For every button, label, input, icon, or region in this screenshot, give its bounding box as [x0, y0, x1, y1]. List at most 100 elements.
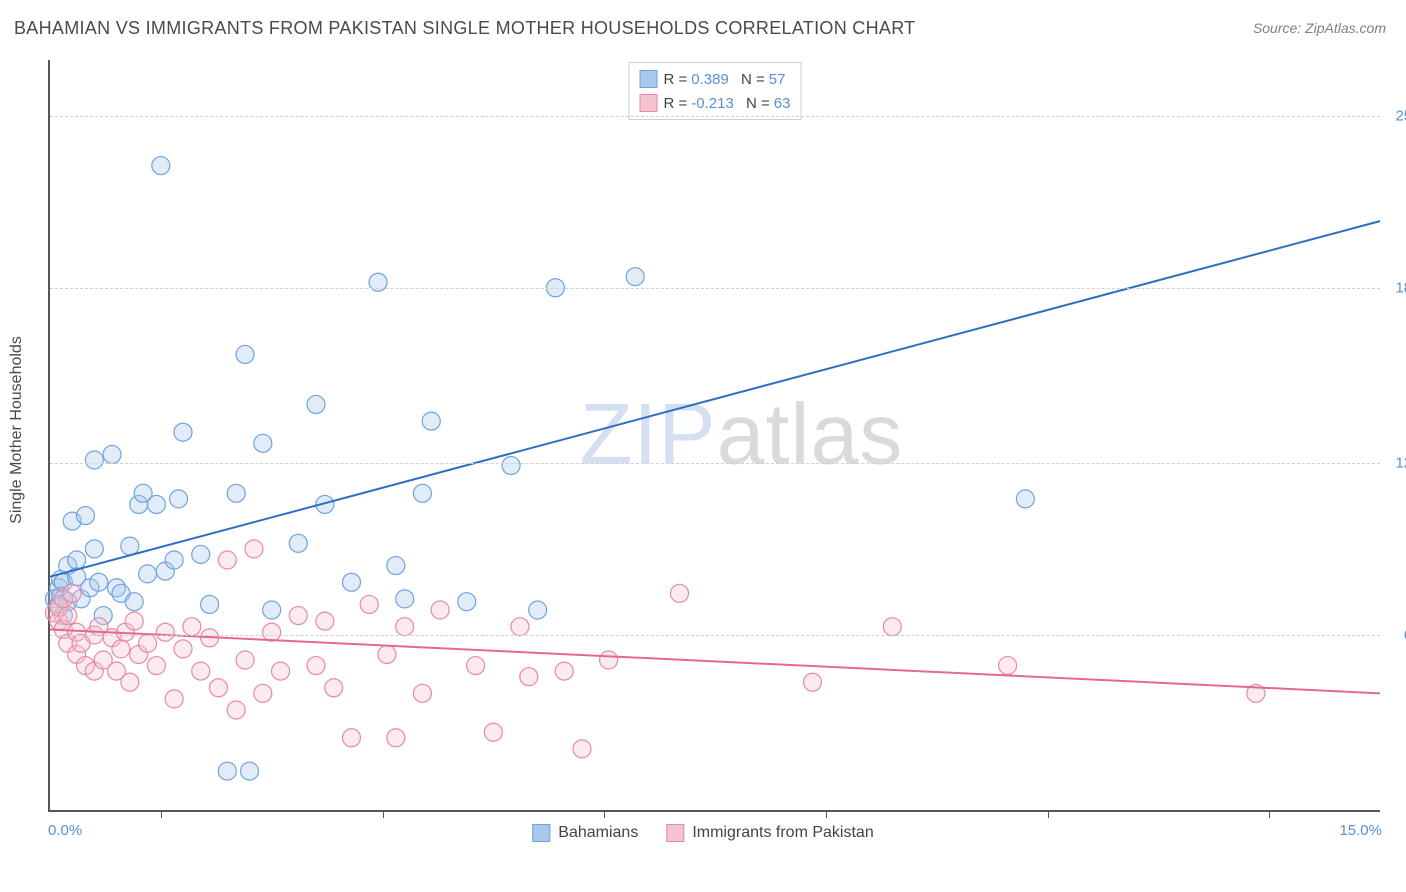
x-tick: [1048, 810, 1049, 818]
scatter-point-pakistan: [272, 662, 290, 680]
scatter-point-pakistan: [218, 551, 236, 569]
scatter-point-bahamians: [289, 534, 307, 552]
scatter-point-pakistan: [147, 657, 165, 675]
legend-row-bahamians: R = 0.389 N = 57: [640, 67, 791, 91]
y-tick-label: 12.5%: [1388, 454, 1406, 471]
bottom-label-bahamians: Bahamians: [558, 824, 638, 842]
regression-line-bahamians: [50, 221, 1380, 577]
scatter-point-bahamians: [76, 507, 94, 525]
scatter-point-pakistan: [573, 740, 591, 758]
scatter-point-bahamians: [241, 762, 259, 780]
scatter-point-pakistan: [484, 723, 502, 741]
y-tick-label: 25.0%: [1388, 107, 1406, 124]
scatter-point-bahamians: [68, 551, 86, 569]
scatter-point-pakistan: [342, 729, 360, 747]
scatter-point-pakistan: [165, 690, 183, 708]
chart-container: BAHAMIAN VS IMMIGRANTS FROM PAKISTAN SIN…: [0, 0, 1406, 892]
scatter-point-pakistan: [600, 651, 618, 669]
scatter-point-bahamians: [165, 551, 183, 569]
scatter-point-bahamians: [458, 593, 476, 611]
scatter-point-pakistan: [511, 618, 529, 636]
gridline: [50, 635, 1380, 636]
legend-text-pakistan: R = -0.213 N = 63: [664, 95, 791, 112]
legend-swatch-pakistan: [640, 94, 658, 112]
legend-swatch-bahamians: [640, 70, 658, 88]
bottom-legend: Bahamians Immigrants from Pakistan: [532, 824, 873, 842]
scatter-point-pakistan: [192, 662, 210, 680]
x-tick: [383, 810, 384, 818]
scatter-point-pakistan: [360, 595, 378, 613]
y-tick-label: 6.3%: [1388, 627, 1406, 644]
scatter-point-pakistan: [520, 668, 538, 686]
scatter-point-bahamians: [529, 601, 547, 619]
scatter-point-bahamians: [85, 451, 103, 469]
scatter-point-pakistan: [555, 662, 573, 680]
scatter-point-pakistan: [156, 623, 174, 641]
scatter-point-bahamians: [121, 537, 139, 555]
scatter-point-bahamians: [174, 423, 192, 441]
scatter-point-pakistan: [387, 729, 405, 747]
chart-svg: [50, 60, 1380, 810]
scatter-point-bahamians: [263, 601, 281, 619]
scatter-point-bahamians: [236, 345, 254, 363]
scatter-point-pakistan: [245, 540, 263, 558]
x-tick: [1269, 810, 1270, 818]
scatter-point-bahamians: [147, 495, 165, 513]
bottom-swatch-pakistan: [666, 824, 684, 842]
gridline: [50, 463, 1380, 464]
scatter-point-bahamians: [201, 595, 219, 613]
scatter-point-pakistan: [63, 584, 81, 602]
bottom-legend-bahamians: Bahamians: [532, 824, 638, 842]
scatter-point-pakistan: [121, 673, 139, 691]
source-attribution: Source: ZipAtlas.com: [1253, 20, 1386, 36]
x-tick: [604, 810, 605, 818]
scatter-point-bahamians: [125, 593, 143, 611]
scatter-point-pakistan: [671, 584, 689, 602]
scatter-point-pakistan: [125, 612, 143, 630]
scatter-point-pakistan: [263, 623, 281, 641]
scatter-point-bahamians: [192, 545, 210, 563]
correlation-legend: R = 0.389 N = 57 R = -0.213 N = 63: [629, 62, 802, 120]
scatter-point-pakistan: [325, 679, 343, 697]
scatter-point-pakistan: [254, 684, 272, 702]
scatter-point-bahamians: [170, 490, 188, 508]
scatter-point-bahamians: [218, 762, 236, 780]
scatter-point-bahamians: [152, 157, 170, 175]
scatter-point-pakistan: [999, 657, 1017, 675]
scatter-point-pakistan: [236, 651, 254, 669]
scatter-point-bahamians: [502, 457, 520, 475]
gridline: [50, 288, 1380, 289]
chart-title: BAHAMIAN VS IMMIGRANTS FROM PAKISTAN SIN…: [14, 18, 915, 39]
x-tick: [161, 810, 162, 818]
scatter-point-bahamians: [139, 565, 157, 583]
scatter-point-bahamians: [103, 445, 121, 463]
plot-area: ZIPatlas R = 0.389 N = 57 R = -0.213: [48, 60, 1380, 812]
scatter-point-pakistan: [289, 607, 307, 625]
scatter-point-pakistan: [139, 634, 157, 652]
y-tick-label: 18.8%: [1388, 279, 1406, 296]
scatter-point-bahamians: [307, 395, 325, 413]
scatter-point-pakistan: [227, 701, 245, 719]
scatter-point-bahamians: [422, 412, 440, 430]
scatter-point-pakistan: [183, 618, 201, 636]
legend-text-bahamians: R = 0.389 N = 57: [664, 71, 786, 88]
x-axis-max-label: 15.0%: [1339, 822, 1382, 839]
scatter-point-bahamians: [342, 573, 360, 591]
scatter-point-bahamians: [85, 540, 103, 558]
scatter-point-bahamians: [626, 268, 644, 286]
x-axis-min-label: 0.0%: [48, 822, 82, 839]
scatter-point-pakistan: [804, 673, 822, 691]
bottom-legend-pakistan: Immigrants from Pakistan: [666, 824, 873, 842]
x-tick: [826, 810, 827, 818]
scatter-point-pakistan: [413, 684, 431, 702]
gridline: [50, 116, 1380, 117]
scatter-point-pakistan: [316, 612, 334, 630]
scatter-point-pakistan: [467, 657, 485, 675]
scatter-point-pakistan: [59, 607, 77, 625]
scatter-point-bahamians: [396, 590, 414, 608]
scatter-point-pakistan: [174, 640, 192, 658]
scatter-point-bahamians: [413, 484, 431, 502]
bottom-label-pakistan: Immigrants from Pakistan: [692, 824, 873, 842]
legend-row-pakistan: R = -0.213 N = 63: [640, 91, 791, 115]
scatter-point-bahamians: [1016, 490, 1034, 508]
